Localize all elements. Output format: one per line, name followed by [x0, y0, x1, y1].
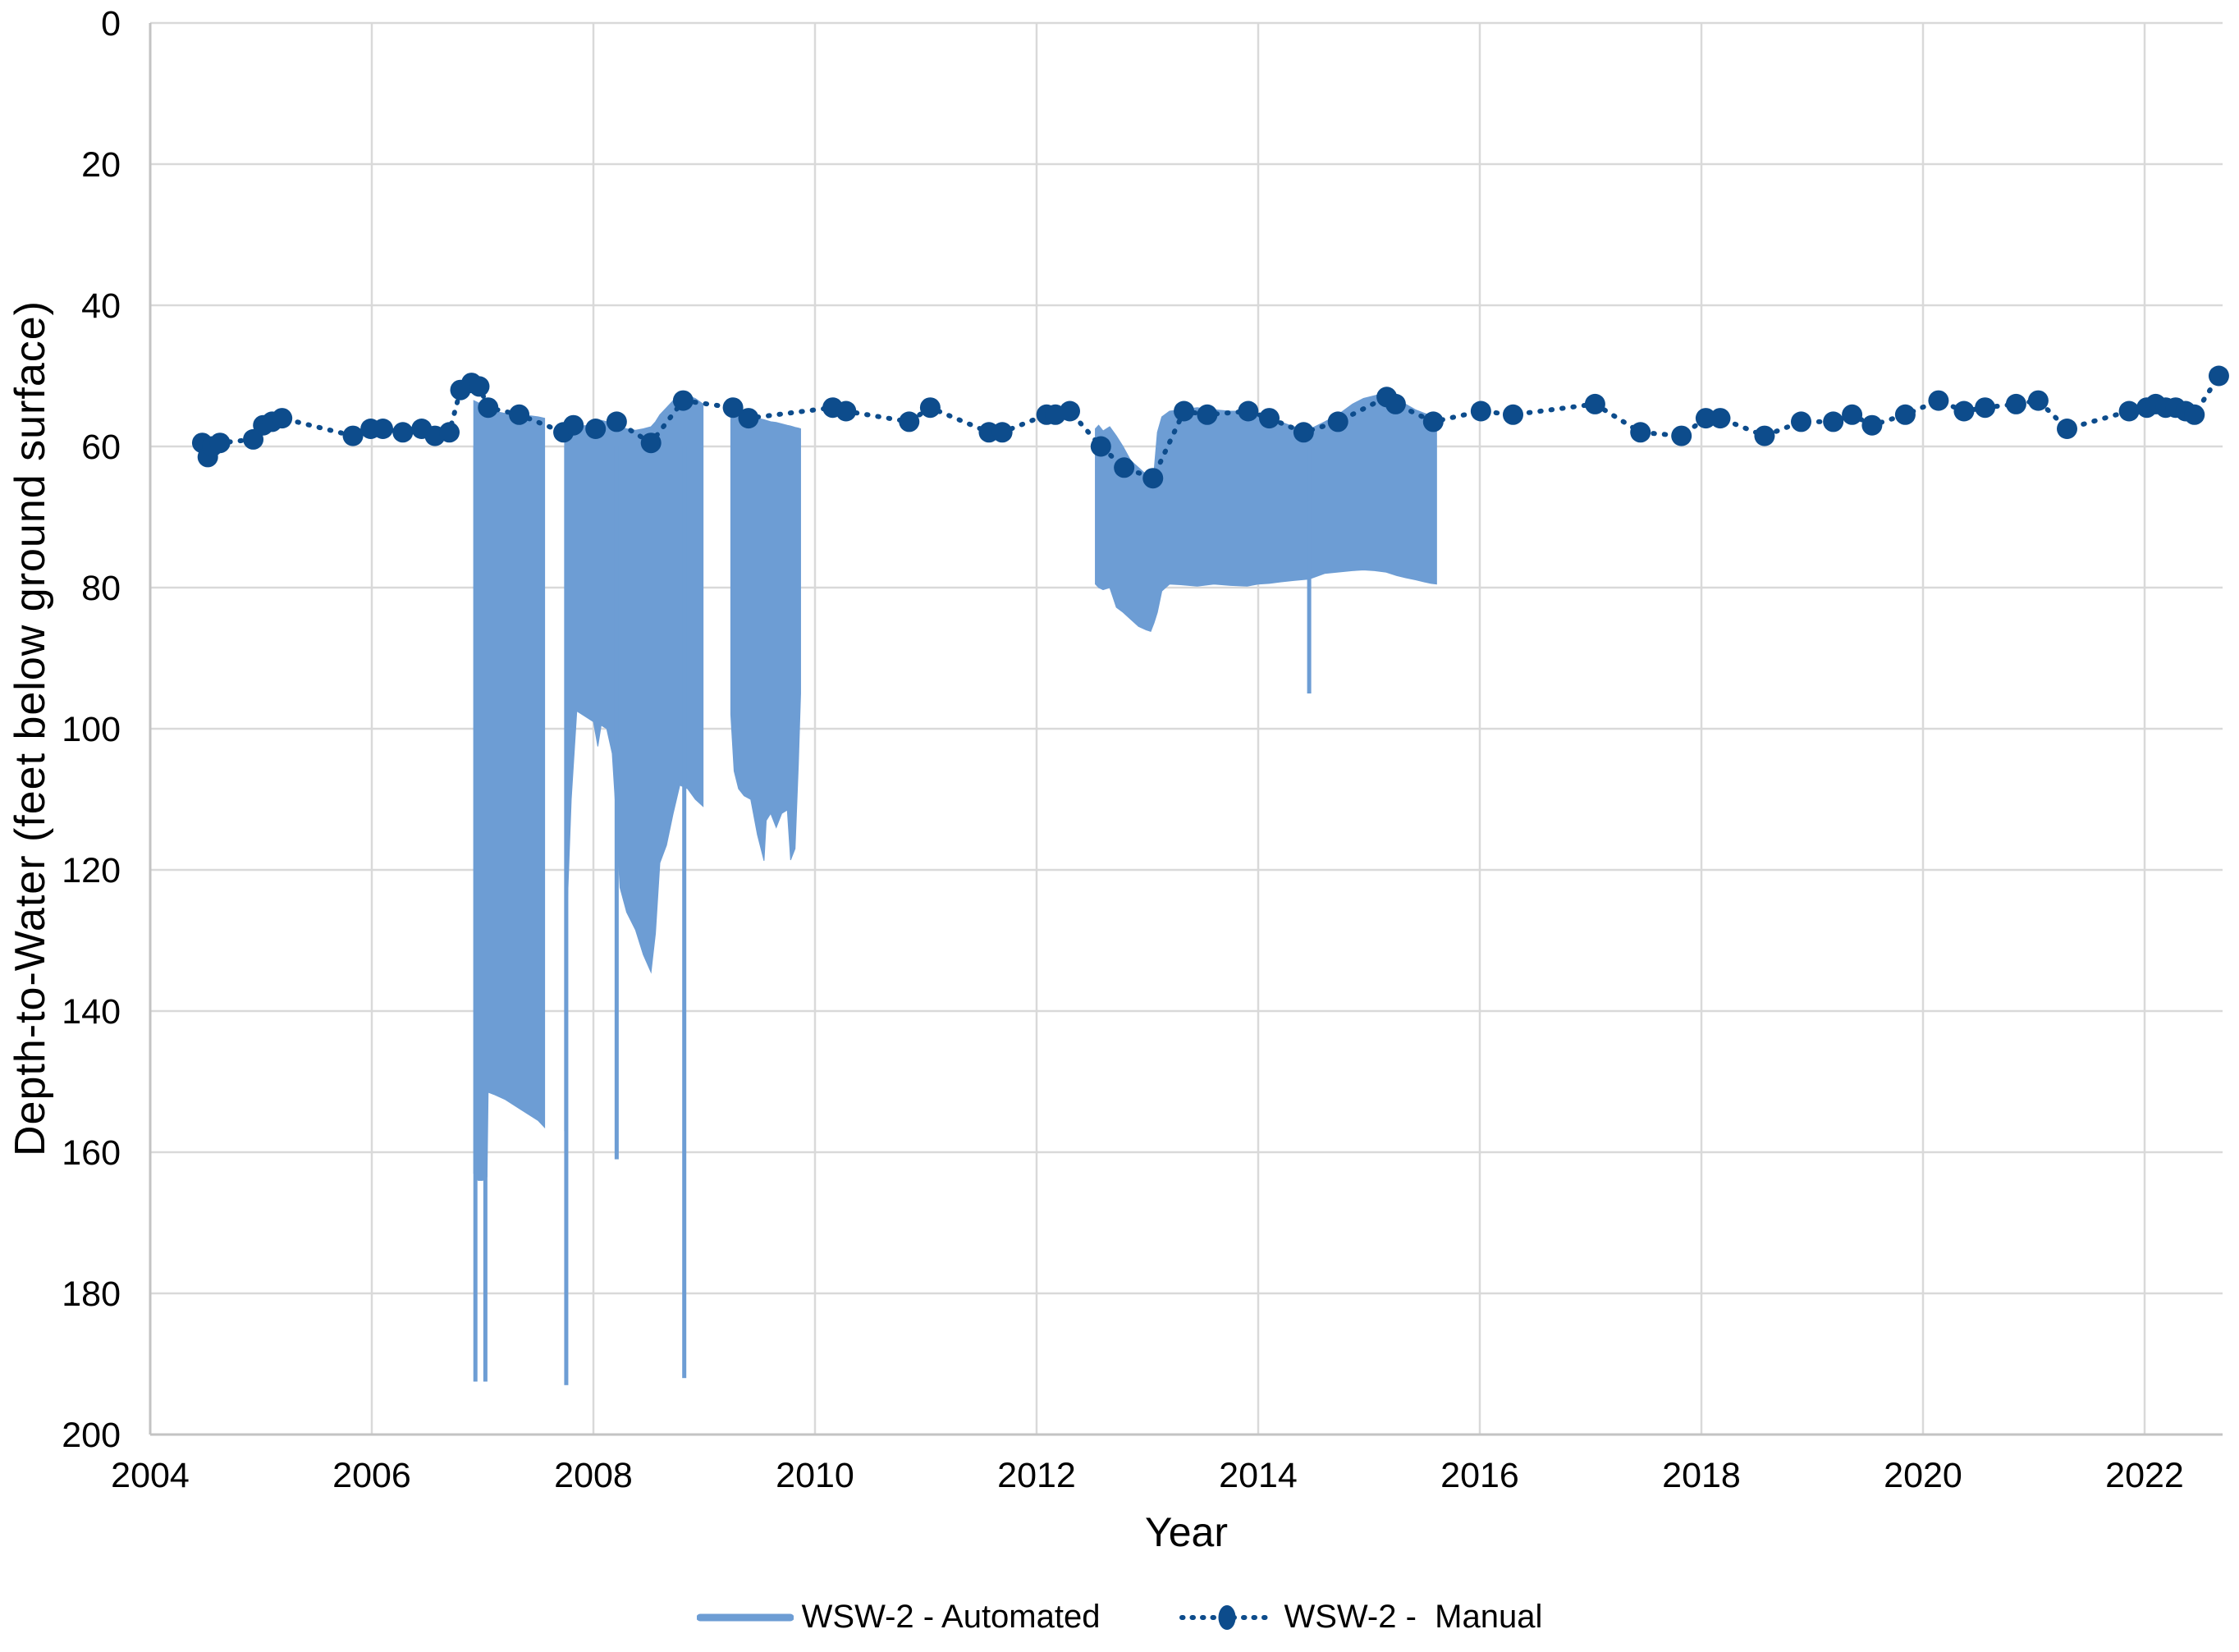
- x-tick-label-2020: 2020: [1884, 1456, 1962, 1495]
- manual-data-point: [1259, 408, 1280, 429]
- y-tick-label-160: 160: [62, 1133, 121, 1173]
- manual-data-point: [738, 408, 759, 429]
- x-tick-label-2008: 2008: [554, 1456, 633, 1495]
- manual-data-point: [585, 419, 607, 439]
- manual-data-point: [991, 422, 1013, 443]
- manual-data-point: [2184, 404, 2205, 425]
- manual-data-point: [1197, 404, 1218, 425]
- manual-data-point: [2005, 393, 2026, 414]
- y-tick-label-80: 80: [81, 569, 121, 608]
- y-tick-label-40: 40: [81, 286, 121, 326]
- manual-data-point: [1630, 422, 1651, 443]
- x-axis-title: Year: [1144, 1509, 1229, 1555]
- manual-data-point: [1385, 393, 1406, 414]
- x-tick-label-2014: 2014: [1219, 1456, 1298, 1495]
- y-tick-label-60: 60: [81, 428, 121, 467]
- manual-data-point: [209, 432, 231, 454]
- automated-band-3: [730, 400, 801, 861]
- automated-spike-1: [473, 446, 478, 1382]
- x-tick-label-2016: 2016: [1440, 1456, 1519, 1495]
- manual-data-point: [1791, 411, 1811, 432]
- manual-data-point: [1754, 425, 1775, 446]
- x-tick-label-2022: 2022: [2105, 1456, 2184, 1495]
- manual-data-point: [392, 422, 414, 443]
- legend-item-manual: WSW-2 - Manual: [1179, 1599, 1542, 1636]
- y-tick-label-0: 0: [101, 4, 121, 43]
- manual-data-point: [2208, 365, 2229, 387]
- manual-data-point: [1503, 404, 1523, 425]
- manual-data-point: [899, 411, 920, 432]
- manual-data-point: [2118, 400, 2140, 422]
- manual-data-point: [1470, 400, 1491, 422]
- manual-data-point: [1842, 404, 1863, 425]
- manual-data-point: [1975, 397, 1996, 419]
- manual-data-point: [509, 404, 530, 425]
- manual-data-point: [836, 400, 857, 422]
- manual-data-point: [1174, 400, 1195, 422]
- manual-data-point: [1114, 457, 1135, 478]
- manual-data-point: [1142, 468, 1164, 489]
- manual-data-point: [1090, 436, 1111, 457]
- x-tick-label-2004: 2004: [111, 1456, 190, 1495]
- manual-data-point: [1584, 393, 1605, 414]
- manual-data-point: [1327, 411, 1348, 432]
- x-tick-label-2018: 2018: [1662, 1456, 1741, 1495]
- y-tick-label-200: 200: [62, 1416, 121, 1455]
- manual-data-point: [1823, 411, 1844, 432]
- manual-data-point: [2057, 419, 2077, 439]
- y-tick-label-180: 180: [62, 1274, 121, 1314]
- manual-data-point: [272, 408, 293, 429]
- manual-data-point: [722, 397, 744, 419]
- y-tick-label-100: 100: [62, 710, 121, 749]
- legend-label-automated: WSW-2 - Automated: [801, 1599, 1101, 1635]
- x-tick-label-2006: 2006: [332, 1456, 411, 1495]
- x-tick-label-2012: 2012: [997, 1456, 1076, 1495]
- automated-spike-3: [564, 446, 569, 1385]
- automated-spike-6: [1307, 446, 1312, 693]
- manual-data-point: [373, 419, 393, 439]
- manual-data-point: [672, 390, 694, 411]
- manual-data-point: [1671, 425, 1692, 446]
- y-tick-label-120: 120: [62, 851, 121, 890]
- x-tick-label-2010: 2010: [776, 1456, 854, 1495]
- manual-data-point: [1695, 408, 1716, 429]
- manual-data-point: [342, 425, 364, 446]
- y-tick-label-140: 140: [62, 992, 121, 1032]
- manual-data-point: [469, 376, 490, 397]
- manual-data-point: [563, 414, 584, 436]
- legend-label-manual: WSW-2 - Manual: [1284, 1599, 1543, 1635]
- manual-data-point: [1894, 404, 1916, 425]
- manual-data-point: [1422, 411, 1444, 432]
- legend-marker-sample-manual-icon: [1179, 1604, 1275, 1630]
- legend-line-sample-automated-icon: [696, 1613, 794, 1621]
- manual-data-point: [1861, 414, 1883, 436]
- manual-data-point: [1238, 400, 1259, 422]
- manual-data-point: [2027, 390, 2049, 411]
- automated-spike-5: [682, 446, 687, 1379]
- manual-data-point: [640, 432, 662, 454]
- manual-data-point: [1060, 400, 1080, 422]
- automated-spike-4: [614, 446, 619, 1160]
- manual-data-point: [1710, 408, 1731, 429]
- automated-band-4: [1095, 392, 1437, 632]
- manual-data-point: [1953, 400, 1975, 422]
- manual-data-point: [478, 397, 499, 419]
- manual-data-point: [1293, 422, 1314, 443]
- legend: WSW-2 - Automated WSW-2 - Manual: [0, 1599, 2239, 1636]
- y-tick-label-20: 20: [81, 145, 121, 185]
- manual-data-point: [919, 397, 941, 419]
- automated-spike-2: [483, 446, 488, 1382]
- manual-data-point: [606, 411, 627, 432]
- manual-data-point: [1928, 390, 1949, 411]
- y-axis-title: Depth-to-Water (feet below ground surfac…: [7, 300, 54, 1157]
- legend-item-automated: WSW-2 - Automated: [696, 1599, 1101, 1636]
- manual-data-point: [439, 422, 460, 443]
